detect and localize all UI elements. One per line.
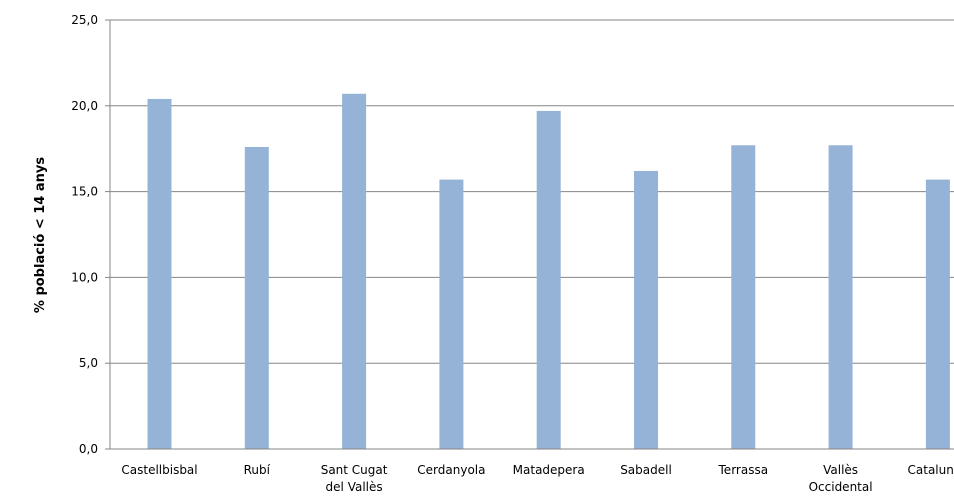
x-tick-label: Sant Cugat del Vallès	[321, 463, 388, 494]
bar	[828, 145, 853, 449]
x-tick-label: Cerdanyola	[417, 463, 485, 477]
bar	[342, 93, 367, 450]
y-tick-label: 20,0	[71, 99, 98, 113]
bar	[244, 146, 269, 449]
bar	[439, 179, 464, 449]
x-tick-label: Vallès Occidental	[809, 463, 873, 494]
x-tick-label: Terrassa	[718, 463, 769, 477]
y-tick-label: 15,0	[71, 185, 98, 199]
axes	[109, 20, 954, 450]
y-tick-labels: 0,0 5,0 10,0 15,0 20,0 25,0	[71, 13, 98, 456]
y-tick-label: 10,0	[71, 270, 98, 284]
bars	[147, 93, 950, 450]
bar	[147, 98, 172, 449]
gridlines	[105, 19, 954, 450]
bar	[731, 145, 756, 449]
y-tick-label: 0,0	[79, 442, 98, 456]
x-tick-label: Castellbisbal	[121, 463, 197, 477]
x-tick-labels: Castellbisbal Rubí Sant Cugat del Vallès Cer…	[121, 463, 954, 494]
x-tick-label: Rubí	[244, 463, 271, 477]
bar	[634, 171, 658, 449]
y-axis-label: % població < 14 anys	[33, 157, 48, 313]
bar	[536, 110, 561, 449]
x-tick-label: Matadepera	[513, 463, 585, 477]
bar	[925, 179, 950, 449]
y-tick-label: 25,0	[71, 13, 98, 27]
x-tick-label: Sabadell	[620, 463, 672, 477]
x-tick-label: Catalunya	[908, 463, 954, 477]
y-tick-label: 5,0	[79, 356, 98, 370]
